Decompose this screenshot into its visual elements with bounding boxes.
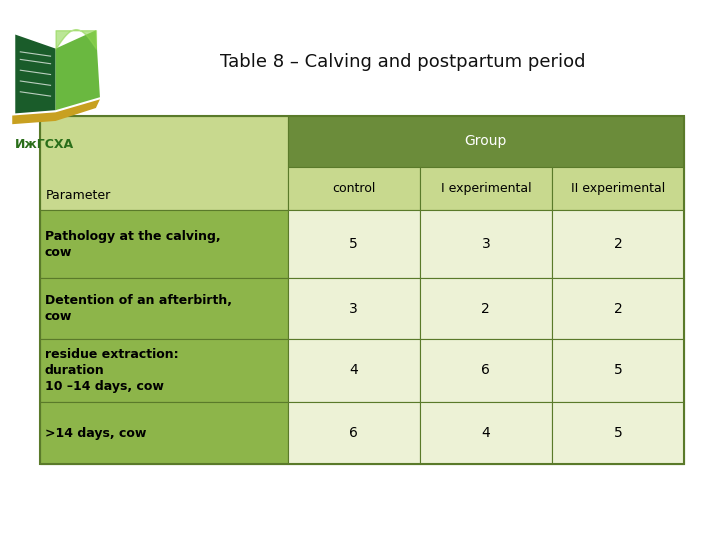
Polygon shape bbox=[12, 99, 100, 124]
Bar bbox=[552, 278, 684, 339]
Text: Parameter: Parameter bbox=[46, 190, 112, 202]
Text: 6: 6 bbox=[349, 426, 358, 440]
Bar bbox=[420, 278, 552, 339]
Bar bbox=[40, 402, 288, 464]
Bar bbox=[420, 339, 552, 402]
Bar bbox=[552, 339, 684, 402]
Bar bbox=[288, 116, 684, 167]
Text: 3: 3 bbox=[349, 301, 358, 315]
Bar bbox=[40, 278, 288, 339]
Bar bbox=[40, 116, 288, 210]
Bar bbox=[288, 339, 420, 402]
Bar bbox=[40, 210, 288, 278]
Text: control: control bbox=[332, 182, 375, 195]
Bar bbox=[552, 210, 684, 278]
Polygon shape bbox=[55, 30, 100, 110]
Text: II experimental: II experimental bbox=[571, 182, 665, 195]
Text: 6: 6 bbox=[482, 363, 490, 377]
Bar bbox=[552, 167, 684, 210]
Text: Table 8 – Calving and postpartum period: Table 8 – Calving and postpartum period bbox=[220, 53, 586, 71]
Bar bbox=[288, 278, 420, 339]
Text: 2: 2 bbox=[613, 301, 622, 315]
Text: Group: Group bbox=[464, 134, 507, 149]
Text: 3: 3 bbox=[482, 237, 490, 251]
Text: residue extraction:
duration
10 –14 days, cow: residue extraction: duration 10 –14 days… bbox=[45, 348, 179, 393]
Text: 2: 2 bbox=[482, 301, 490, 315]
Bar bbox=[420, 167, 552, 210]
Bar bbox=[420, 402, 552, 464]
Bar bbox=[288, 402, 420, 464]
Text: 2: 2 bbox=[613, 237, 622, 251]
Text: >14 days, cow: >14 days, cow bbox=[45, 427, 146, 440]
Polygon shape bbox=[15, 35, 55, 113]
Bar bbox=[552, 402, 684, 464]
Bar bbox=[288, 167, 420, 210]
Text: 4: 4 bbox=[482, 426, 490, 440]
Text: 5: 5 bbox=[613, 363, 622, 377]
Bar bbox=[288, 210, 420, 278]
Text: Detention of an afterbirth,
cow: Detention of an afterbirth, cow bbox=[45, 294, 232, 323]
Text: 5: 5 bbox=[613, 426, 622, 440]
Bar bbox=[420, 210, 552, 278]
Text: 4: 4 bbox=[349, 363, 358, 377]
Text: 5: 5 bbox=[349, 237, 358, 251]
Bar bbox=[40, 116, 684, 464]
Text: Pathology at the calving,
cow: Pathology at the calving, cow bbox=[45, 230, 220, 259]
Bar bbox=[40, 339, 288, 402]
Text: ИжГСХА: ИжГСХА bbox=[15, 138, 74, 151]
Text: I experimental: I experimental bbox=[441, 182, 531, 195]
